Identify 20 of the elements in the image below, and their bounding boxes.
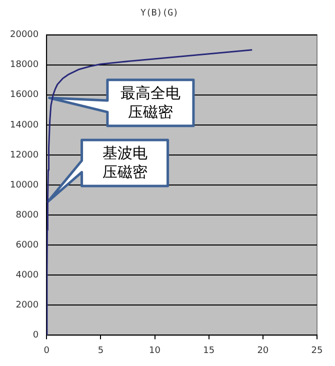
annotation: 最高全电压磁密 [120,84,180,121]
x-tick-label: 15 [203,346,215,356]
y-tick-label: 14000 [10,120,39,130]
y-tick-label: 18000 [10,60,39,70]
y-tick-label: 4000 [16,270,39,280]
x-tick-label: 0 [44,346,50,356]
y-tick-label: 8000 [16,210,39,220]
y-tick-label: 6000 [16,240,39,250]
x-tick-label: 10 [149,346,161,356]
y-tick-label: 20000 [10,30,39,40]
y-tick-label: 16000 [10,90,39,100]
x-tick-label: 20 [257,346,269,356]
y-tick-label: 12000 [10,150,39,160]
x-tick-label: 5 [98,346,104,356]
x-tick-label: 25 [311,346,323,356]
y-tick-label: 0 [32,330,39,341]
y-tick-label: 10000 [10,180,39,190]
annotation: 基波电压磁密 [102,144,148,181]
chart-title: Y(B)(G) [140,8,178,19]
y-tick-label: 2000 [16,300,39,311]
